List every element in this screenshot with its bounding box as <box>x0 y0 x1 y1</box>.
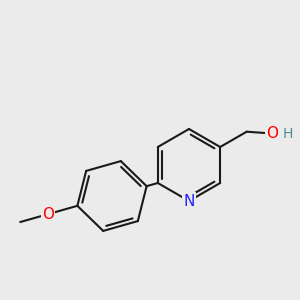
Text: O: O <box>42 207 54 222</box>
Text: H: H <box>283 127 293 140</box>
Text: O: O <box>266 126 278 141</box>
Text: N: N <box>183 194 195 208</box>
